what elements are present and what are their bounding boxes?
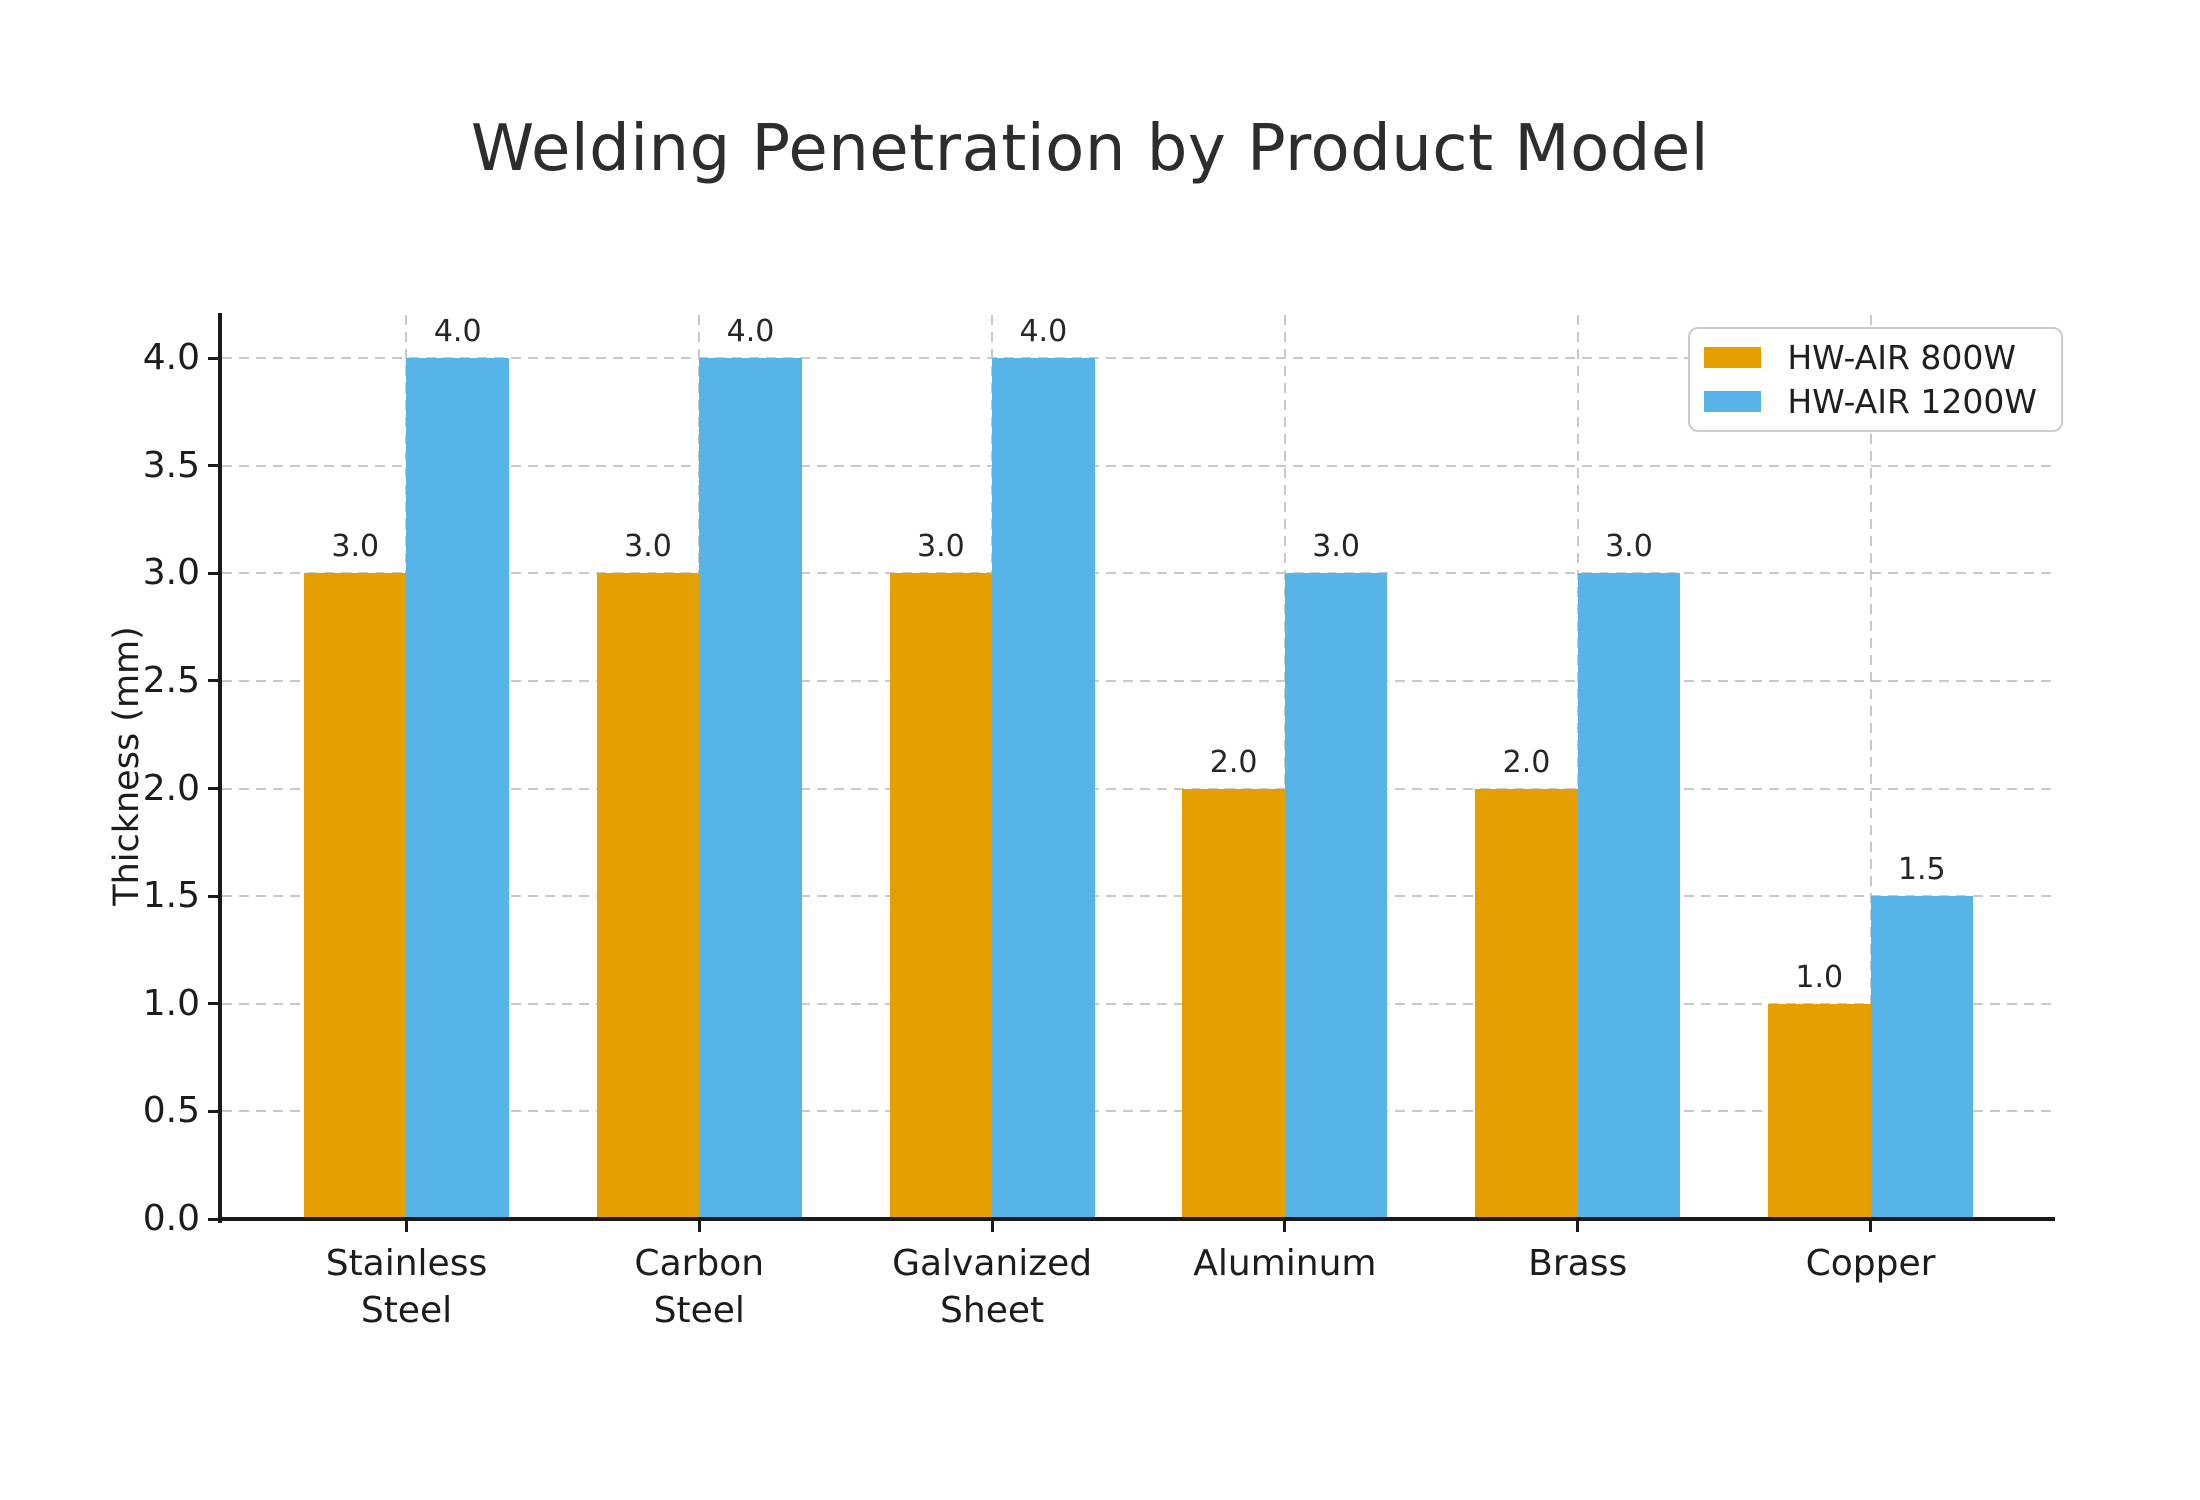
h-gridline — [222, 1002, 2055, 1005]
x-axis-tick — [1283, 1219, 1287, 1232]
bar — [699, 358, 802, 1219]
legend-swatch — [1704, 391, 1762, 412]
bar — [303, 573, 407, 1219]
h-gridline — [222, 679, 2055, 682]
y-axis-tick — [208, 1217, 222, 1221]
x-axis-tick — [1869, 1219, 1873, 1232]
y-tick-label: 3.0 — [142, 552, 200, 594]
x-tick-label: Carbon Steel — [634, 1243, 765, 1331]
y-axis-tick — [208, 787, 222, 791]
bar — [1284, 573, 1388, 1219]
h-gridline — [222, 895, 2055, 898]
y-axis-tick — [208, 356, 222, 360]
x-axis-tick — [990, 1219, 994, 1232]
legend: HW-AIR 800W HW-AIR 1200W — [1688, 327, 2063, 432]
bar-value-label: 2.0 — [1209, 744, 1258, 780]
y-tick-label: 1.0 — [142, 982, 200, 1024]
h-gridline — [222, 1110, 2055, 1113]
x-tick-label: Stainless Steel — [325, 1243, 488, 1331]
bar-value-label: 1.5 — [1897, 852, 1946, 888]
x-tick-label: Aluminum — [1193, 1243, 1377, 1284]
bar — [1870, 896, 1973, 1219]
x-tick-label: Brass — [1528, 1243, 1628, 1284]
bar — [406, 358, 509, 1219]
h-gridline — [222, 357, 2055, 360]
bar — [596, 573, 700, 1219]
bar-value-label: 1.0 — [1795, 959, 1844, 995]
bar-value-label: 3.0 — [1312, 529, 1360, 565]
h-gridline — [222, 572, 2055, 575]
bar-value-label: 4.0 — [1019, 314, 1068, 350]
h-gridline — [222, 787, 2055, 790]
legend-item: HW-AIR 1200W — [1704, 383, 2037, 420]
y-tick-label: 0.5 — [142, 1090, 200, 1132]
legend-item: HW-AIR 800W — [1704, 339, 2037, 376]
bar-value-label: 3.0 — [331, 529, 380, 565]
y-axis-tick — [208, 464, 222, 468]
x-tick-label: Copper — [1805, 1243, 1936, 1284]
legend-label: HW-AIR 1200W — [1787, 382, 2037, 421]
bar — [1475, 788, 1578, 1219]
bar — [889, 573, 993, 1219]
bar-value-label: 3.0 — [1605, 529, 1653, 565]
x-axis-tick — [404, 1219, 408, 1232]
y-axis-tick — [208, 894, 222, 898]
bar-value-label: 3.0 — [916, 529, 965, 565]
y-axis-tick — [208, 571, 222, 575]
bar — [1182, 788, 1285, 1219]
bar-value-label: 3.0 — [624, 529, 672, 565]
bar — [992, 358, 1095, 1219]
y-tick-label: 4.0 — [142, 337, 200, 379]
bar-value-label: 2.0 — [1502, 744, 1551, 780]
y-tick-label: 2.5 — [142, 659, 200, 701]
y-axis-tick — [208, 1002, 222, 1006]
bar-value-label: 4.0 — [726, 314, 775, 350]
x-axis-tick — [697, 1219, 701, 1232]
h-gridline — [222, 464, 2055, 467]
legend-swatch — [1704, 347, 1762, 368]
bar-value-label: 4.0 — [433, 314, 482, 350]
x-axis-tick — [1576, 1219, 1580, 1232]
y-tick-label: 1.5 — [142, 875, 200, 917]
legend-label: HW-AIR 800W — [1787, 338, 2016, 377]
y-axis-tick — [208, 1109, 222, 1113]
bar — [1768, 1003, 1871, 1219]
y-axis-tick — [208, 679, 222, 683]
x-axis-line — [218, 1217, 2055, 1221]
chart-title: Welding Penetration by Product Model — [470, 112, 1710, 186]
x-tick-label: Galvanized Sheet — [892, 1243, 1093, 1331]
y-tick-label: 2.0 — [142, 767, 200, 809]
y-axis-line — [218, 313, 222, 1223]
y-tick-label: 3.5 — [142, 444, 200, 486]
v-gridline — [1869, 315, 1872, 1219]
bar — [1577, 573, 1681, 1219]
y-tick-label: 0.0 — [142, 1198, 200, 1239]
